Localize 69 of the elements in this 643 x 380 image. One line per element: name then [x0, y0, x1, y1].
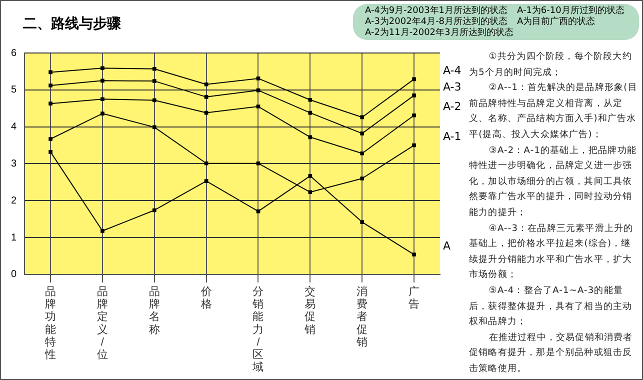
point [256, 209, 260, 214]
x-tick-label: 广告 [408, 284, 420, 310]
point [152, 98, 156, 102]
text: ③A-2：A-1的基础上，把品牌功能特性进一步明确化，品牌定义进一步强化，加以市场细分的占领，其间工具依然要靠广告水平的提升，同时拉动分销能力的提升； [469, 144, 638, 220]
text: A为目前广西的状态 [517, 17, 596, 28]
text: A-4为9月-2003年1月所达到的状态 [365, 6, 509, 16]
text: A-4 [443, 64, 462, 78]
point [100, 66, 104, 70]
text: A-1为6-10月所过到的状态 [517, 6, 626, 16]
point [308, 98, 312, 102]
point [360, 132, 364, 136]
x-tick-label: 分销能力/区域 [252, 286, 264, 374]
point [100, 112, 104, 116]
point [256, 104, 260, 108]
chart-title: 二、路线与步骤 [23, 15, 121, 33]
point [412, 252, 416, 256]
x-tick-label: 价格 [200, 286, 212, 310]
text: A-2为11月-2002年3月所达到的状态 [365, 28, 514, 39]
point [412, 77, 416, 82]
text: A-2 [443, 100, 462, 114]
point [412, 143, 416, 148]
text: A-3为2002年4月-8月所达到的状态 [365, 17, 509, 28]
point [360, 115, 364, 120]
text: ①共分为四个阶段，每个阶段大约为5个月的时间完成； [469, 50, 633, 80]
text: 在推进过程中，交易促销和消费者促销略有提升，那是个别品种或狙击反击策略使用。 [469, 332, 634, 376]
point [48, 70, 52, 74]
y-tick-label: 3 [11, 158, 17, 170]
point [204, 95, 208, 99]
text: ②A--1：首先解决的是品牌形象(目前品牌特性与品牌定义相背离，从定义、名称、产品结构方面入手)和广告水平(提高、投入大众媒体广告)； [469, 82, 638, 142]
y-tick-label: 2 [11, 195, 17, 206]
text: ⑤A-4：整合了A-1~A-3的能量后，获得整体提升，具有了相当的主动权和品牌力； [469, 284, 634, 330]
x-tick-label: 品牌名称 [148, 286, 160, 336]
point [152, 208, 156, 212]
point [308, 190, 312, 194]
y-tick-label: 6 [11, 48, 17, 59]
point [360, 176, 364, 180]
point [152, 66, 156, 71]
text: A-1 [443, 130, 462, 144]
point [48, 102, 52, 106]
point [308, 174, 312, 178]
point [204, 82, 208, 86]
text: ④A--3：在品牌三元素平滑上升的基础上，把价格水平拉起来(综合)，继续提升分销能力水平和广告水平，扩大市场份额； [469, 222, 634, 282]
point [100, 78, 104, 83]
point [256, 161, 260, 166]
x-tick-label: 消费者促销 [356, 284, 368, 348]
point [412, 94, 416, 98]
text: A [443, 239, 451, 252]
y-tick-label: 4 [11, 122, 17, 133]
point [360, 151, 364, 156]
point [204, 161, 208, 166]
point [152, 79, 156, 83]
x-tick-label: 交易促销 [304, 284, 316, 336]
point [308, 135, 312, 140]
y-tick-label: 0 [11, 269, 17, 280]
point [152, 125, 156, 130]
x-tick-label: 品牌功能特性 [44, 286, 56, 362]
text: A-3 [443, 80, 462, 94]
y-tick-label: 5 [11, 84, 17, 96]
point [100, 97, 104, 102]
point [360, 220, 364, 224]
point [100, 228, 104, 233]
point [256, 76, 260, 80]
y-tick-label: 1 [11, 232, 17, 244]
point [412, 113, 416, 118]
point [48, 84, 52, 88]
x-tick-label: 品牌定义/位 [96, 286, 108, 362]
point [48, 150, 52, 154]
point [204, 179, 208, 183]
point [48, 137, 52, 141]
